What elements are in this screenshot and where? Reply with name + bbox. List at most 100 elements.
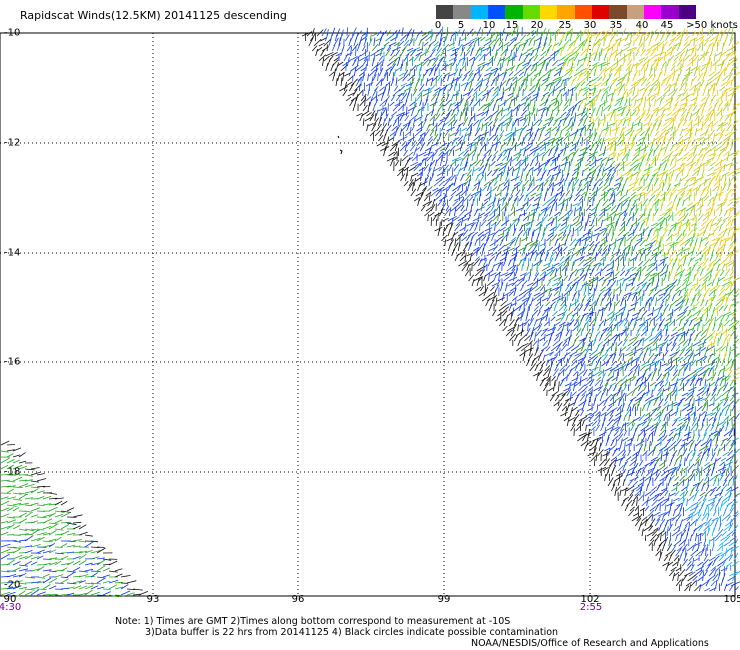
wind-barb <box>607 105 612 112</box>
wind-barb <box>627 59 633 67</box>
wind-barb <box>490 161 496 167</box>
wind-barb <box>482 121 489 127</box>
wind-barb <box>500 80 507 87</box>
wind-barb <box>654 253 658 262</box>
wind-barb <box>409 101 416 107</box>
wind-barb <box>348 38 352 47</box>
wind-barb <box>551 234 558 242</box>
wind-barb <box>667 215 672 222</box>
wind-barb <box>335 78 338 87</box>
wind-barb <box>611 170 617 177</box>
wind-barb <box>519 145 529 152</box>
wind-barb <box>726 249 735 257</box>
wind-barb <box>409 81 412 92</box>
wind-barb <box>505 78 510 87</box>
wind-barb <box>571 281 578 287</box>
wind-barb <box>640 329 649 337</box>
wind-barb <box>676 279 681 287</box>
wind-barb <box>597 436 603 442</box>
wind-barb <box>732 228 738 237</box>
wind-barb <box>726 112 735 117</box>
wind-barb <box>516 26 519 37</box>
wind-barb <box>660 78 667 87</box>
wind-barb <box>549 226 557 232</box>
wind-barb <box>337 61 344 67</box>
wind-barb <box>430 33 434 42</box>
wind-barb <box>681 28 686 37</box>
wind-barb <box>718 305 724 312</box>
wind-barb <box>608 427 614 437</box>
wind-barb <box>691 417 698 427</box>
wind-barb <box>632 370 637 377</box>
wind-barb <box>318 42 325 47</box>
wind-barb <box>712 230 715 237</box>
wind-barb <box>629 336 636 342</box>
wind-barb <box>634 116 641 122</box>
wind-barb <box>636 141 644 147</box>
wind-barb <box>413 197 420 202</box>
wind-barb <box>384 113 389 122</box>
wind-barb <box>569 392 572 402</box>
wind-barb <box>415 162 422 167</box>
wind-barb <box>583 416 591 422</box>
wind-barb <box>473 192 477 202</box>
wind-barb <box>616 417 620 427</box>
wind-barb <box>380 48 382 57</box>
wind-barb <box>693 274 696 282</box>
wind-barb <box>438 165 444 172</box>
wind-barb <box>486 138 488 147</box>
wind-barb <box>430 48 436 57</box>
wind-barb <box>433 54 441 62</box>
wind-barb <box>617 106 626 112</box>
wind-barb <box>556 125 561 132</box>
wind-barb <box>658 56 664 62</box>
wind-barb <box>537 213 540 222</box>
wind-barb <box>624 351 634 357</box>
wind-barb <box>588 132 594 142</box>
wind-barb <box>435 188 442 197</box>
wind-barb <box>492 74 499 82</box>
wind-barb <box>498 196 505 202</box>
wind-barb <box>520 186 526 197</box>
wind-barb <box>728 133 732 142</box>
wind-barb <box>435 34 438 42</box>
wind-barb <box>591 388 593 397</box>
wind-barb <box>435 48 442 57</box>
wind-barb <box>362 118 365 127</box>
wind-barb <box>715 298 723 307</box>
wind-barb <box>692 340 702 347</box>
wind-barb <box>567 321 569 332</box>
wind-barb <box>664 100 672 107</box>
wind-barb <box>620 203 623 212</box>
wind-barb <box>678 135 684 142</box>
wind-barb <box>595 424 600 432</box>
wind-barb <box>551 295 561 302</box>
wind-barb <box>520 174 523 182</box>
wind-barb <box>708 260 715 267</box>
wind-barb <box>527 183 533 192</box>
wind-barb <box>520 285 524 292</box>
wind-barb <box>384 144 388 152</box>
wind-barb <box>656 234 659 242</box>
wind-barb <box>453 68 459 77</box>
wind-barb <box>636 154 646 162</box>
wind-barb <box>632 322 637 332</box>
wind-barb <box>659 236 662 247</box>
wind-barb <box>648 430 655 437</box>
wind-barb <box>571 234 573 242</box>
wind-barb <box>704 112 712 122</box>
wind-barb <box>609 270 614 277</box>
wind-barb <box>481 235 487 242</box>
wind-barb <box>381 123 388 132</box>
wind-barb <box>631 292 638 302</box>
wind-barb <box>599 380 604 387</box>
wind-barb <box>423 151 433 157</box>
wind-barb <box>678 416 687 422</box>
wind-barb <box>636 390 644 397</box>
wind-barb <box>670 427 677 432</box>
wind-barb <box>613 146 616 157</box>
wind-barb <box>610 284 612 292</box>
wind-barb <box>708 275 713 282</box>
wind-barb <box>663 289 669 297</box>
wind-barb <box>477 90 484 97</box>
